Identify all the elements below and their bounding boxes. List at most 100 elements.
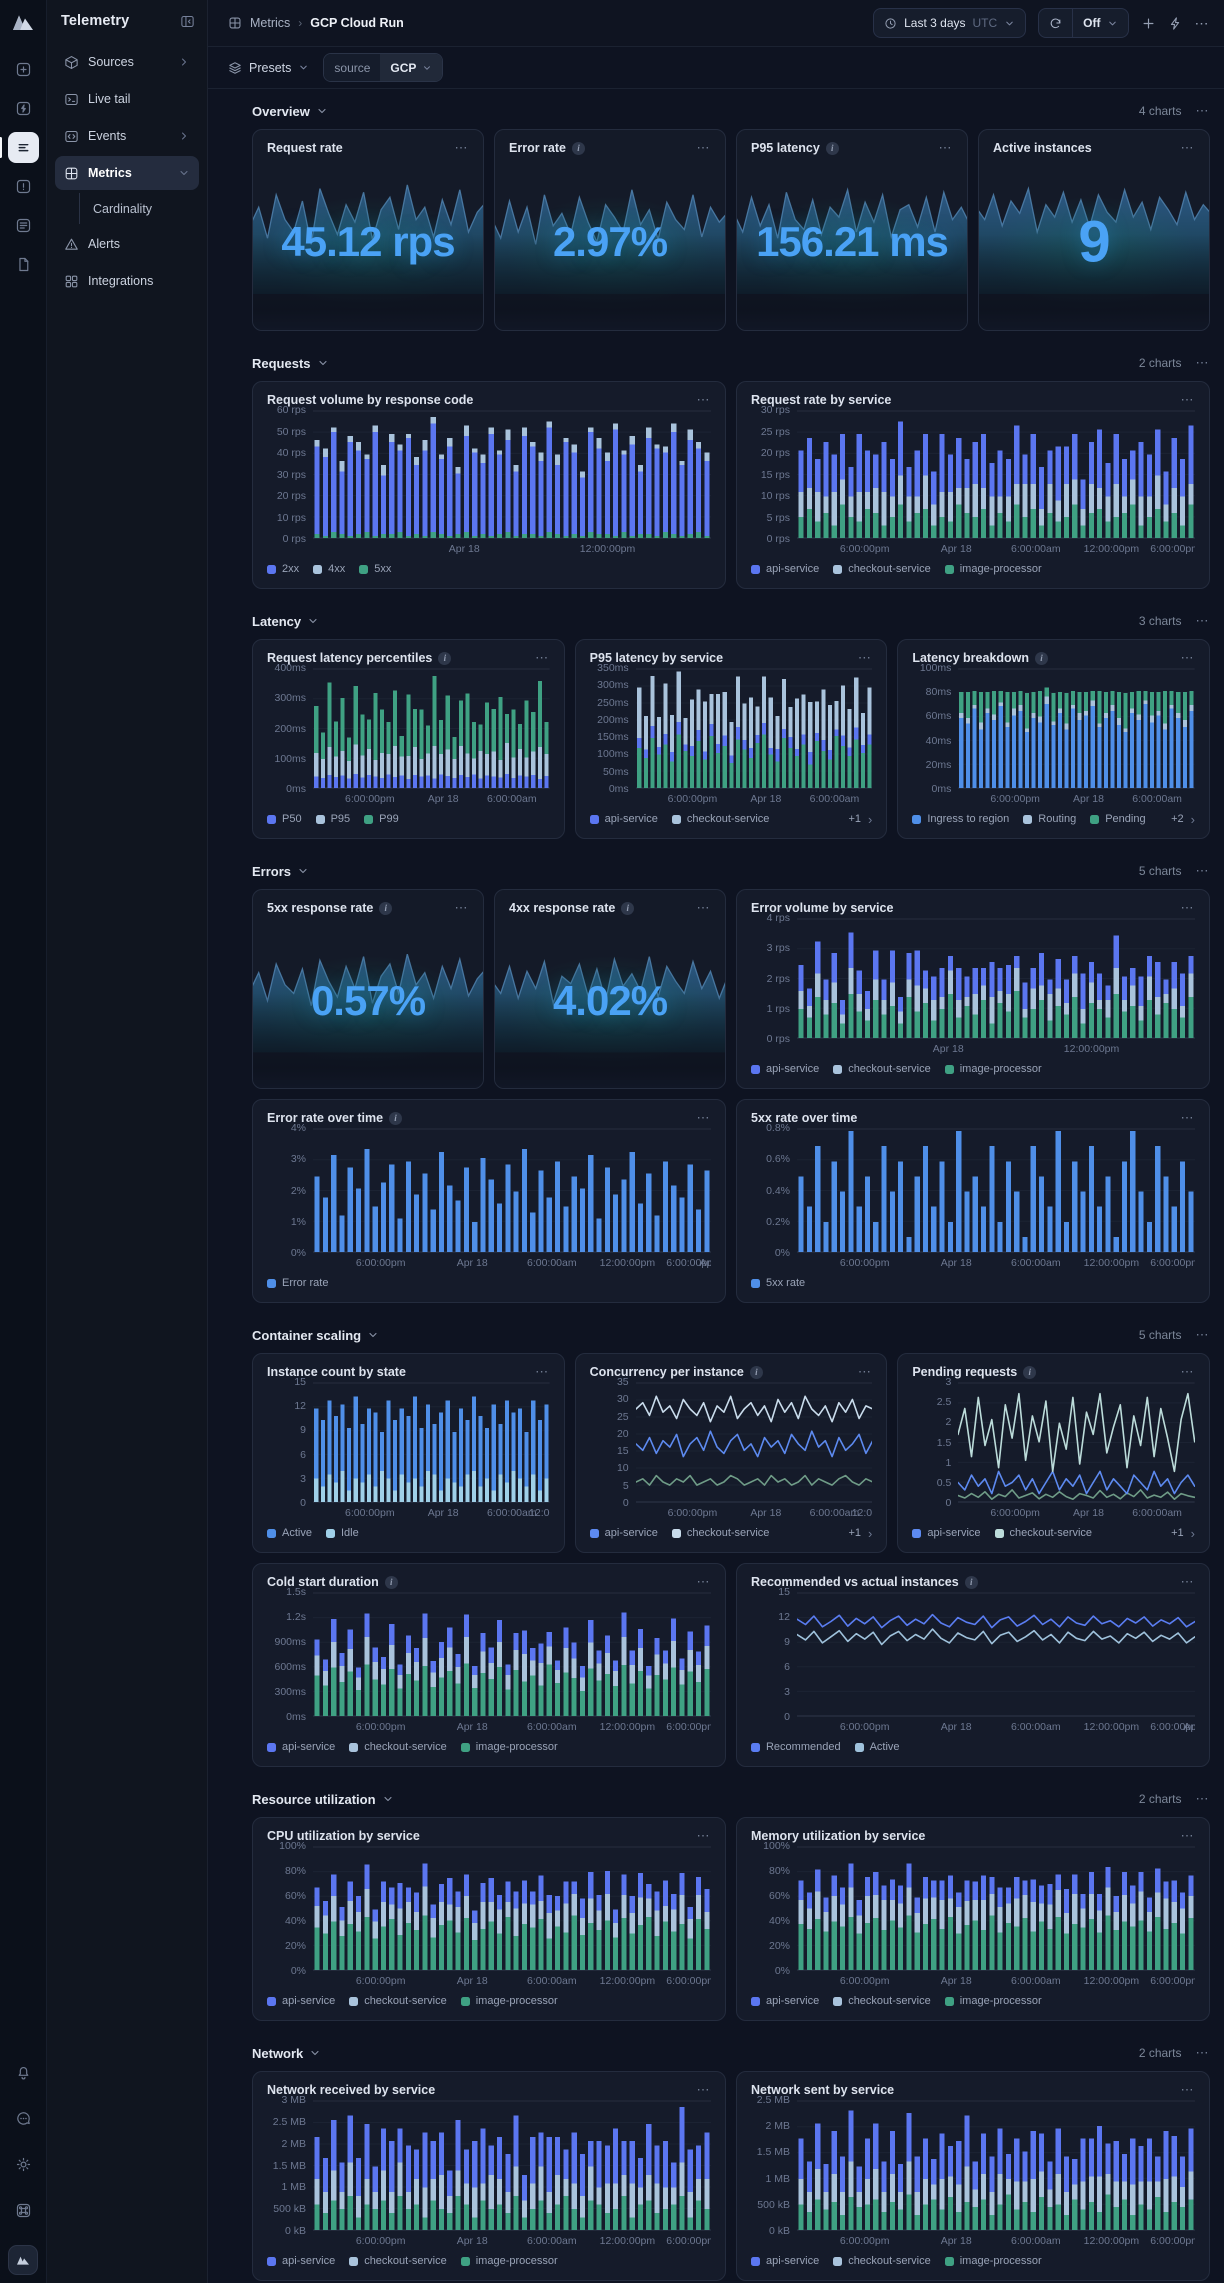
- section-menu-button[interactable]: ⋯: [1195, 103, 1210, 118]
- section-title-errors[interactable]: Errors: [252, 864, 309, 879]
- presets-dropdown[interactable]: Presets: [228, 61, 309, 75]
- legend-item[interactable]: checkout-service: [994, 1527, 1092, 1539]
- chart-menu-button[interactable]: ⋯: [1180, 392, 1195, 407]
- legend-item[interactable]: checkout-service: [349, 1995, 447, 2007]
- add-chart-button[interactable]: [1141, 16, 1156, 31]
- chart-menu-button[interactable]: ⋯: [696, 1110, 711, 1125]
- legend-item[interactable]: api-service: [751, 1063, 819, 1075]
- theme-sun-icon[interactable]: [8, 2149, 39, 2180]
- feedback-chat-icon[interactable]: [8, 2103, 39, 2134]
- chart-menu-button[interactable]: ⋯: [535, 1364, 550, 1379]
- legend-scroll-icon[interactable]: ›: [1190, 811, 1195, 827]
- legend-item[interactable]: 4xx: [313, 563, 345, 575]
- section-title-overview[interactable]: Overview: [252, 104, 328, 119]
- legend-item[interactable]: image-processor: [460, 1741, 558, 1753]
- section-menu-button[interactable]: ⋯: [1195, 613, 1210, 628]
- legend-item[interactable]: image-processor: [944, 563, 1042, 575]
- rail-item-docs-icon[interactable]: [8, 249, 39, 280]
- legend-item[interactable]: Idle: [325, 1527, 359, 1539]
- chart-menu-button[interactable]: ⋯: [1180, 140, 1195, 155]
- chart-menu-button[interactable]: ⋯: [1180, 2082, 1195, 2097]
- legend-item[interactable]: api-service: [912, 1527, 981, 1539]
- chart-menu-button[interactable]: ⋯: [1180, 1110, 1195, 1125]
- chart-menu-button[interactable]: ⋯: [696, 2082, 711, 2097]
- more-menu-icon[interactable]: ⋯: [1194, 14, 1210, 31]
- legend-item[interactable]: api-service: [751, 1995, 819, 2007]
- legend-item[interactable]: P50: [267, 813, 302, 825]
- legend-overflow-count[interactable]: +1: [848, 813, 861, 825]
- rail-item-stream-icon[interactable]: [0, 132, 39, 163]
- section-title-scaling[interactable]: Container scaling: [252, 1328, 379, 1343]
- section-menu-button[interactable]: ⋯: [1195, 1791, 1210, 1806]
- legend-item[interactable]: 5xx rate: [751, 1277, 805, 1289]
- legend-scroll-icon[interactable]: ›: [1190, 1525, 1195, 1541]
- legend-item[interactable]: Recommended: [750, 1741, 841, 1753]
- legend-item[interactable]: 2xx: [267, 563, 299, 575]
- sidebar-item-sources[interactable]: Sources: [55, 45, 199, 79]
- legend-item[interactable]: Routing: [1023, 813, 1076, 825]
- chart-menu-button[interactable]: ⋯: [696, 1828, 711, 1843]
- logo-icon[interactable]: [11, 10, 35, 34]
- chart-menu-button[interactable]: ⋯: [696, 392, 711, 407]
- legend-item[interactable]: api-service: [589, 1527, 658, 1539]
- chart-menu-button[interactable]: ⋯: [696, 140, 711, 155]
- legend-item[interactable]: api-service: [267, 1741, 335, 1753]
- chart-menu-button[interactable]: ⋯: [857, 1364, 873, 1379]
- rail-item-monitors-icon[interactable]: [8, 171, 39, 202]
- legend-item[interactable]: checkout-service: [833, 2255, 931, 2267]
- legend-item[interactable]: api-service: [267, 2255, 335, 2267]
- legend-item[interactable]: api-service: [751, 563, 819, 575]
- section-menu-button[interactable]: ⋯: [1195, 355, 1210, 370]
- rail-item-new-icon[interactable]: [8, 54, 39, 85]
- section-title-requests[interactable]: Requests: [252, 356, 329, 371]
- chart-menu-button[interactable]: ⋯: [1180, 900, 1195, 915]
- legend-item[interactable]: Error rate: [267, 1277, 328, 1289]
- sidebar-item-integrations[interactable]: Integrations: [55, 264, 199, 298]
- shortcuts-command-icon[interactable]: [8, 2195, 39, 2226]
- legend-item[interactable]: Active: [854, 1741, 900, 1753]
- section-menu-button[interactable]: ⋯: [1195, 1327, 1210, 1342]
- sidebar-item-metrics[interactable]: Metrics: [55, 156, 199, 190]
- time-range-picker[interactable]: Last 3 days UTC: [873, 8, 1027, 38]
- legend-item[interactable]: checkout-service: [833, 1063, 931, 1075]
- chart-menu-button[interactable]: ⋯: [1180, 1574, 1195, 1589]
- refresh-icon[interactable]: [1039, 9, 1074, 37]
- legend-item[interactable]: api-service: [751, 2255, 819, 2267]
- legend-item[interactable]: image-processor: [944, 2255, 1042, 2267]
- rail-item-flash-icon[interactable]: [8, 93, 39, 124]
- sidebar-item-cardinality[interactable]: Cardinality: [79, 193, 199, 224]
- chart-menu-button[interactable]: ⋯: [454, 140, 469, 155]
- section-title-latency[interactable]: Latency: [252, 614, 319, 629]
- sidebar-item-events[interactable]: Events: [55, 119, 199, 153]
- legend-item[interactable]: api-service: [589, 813, 658, 825]
- legend-item[interactable]: checkout-service: [833, 563, 931, 575]
- legend-item[interactable]: checkout-service: [671, 1527, 769, 1539]
- rail-item-logs-icon[interactable]: [8, 210, 39, 241]
- legend-item[interactable]: api-service: [267, 1995, 335, 2007]
- legend-scroll-icon[interactable]: ›: [867, 1525, 873, 1541]
- chart-menu-button[interactable]: ⋯: [1180, 650, 1195, 665]
- legend-item[interactable]: checkout-service: [349, 1741, 447, 1753]
- chart-menu-button[interactable]: ⋯: [857, 650, 873, 665]
- section-title-resource[interactable]: Resource utilization: [252, 1792, 394, 1807]
- legend-item[interactable]: 5xx: [359, 563, 391, 575]
- legend-item[interactable]: checkout-service: [349, 2255, 447, 2267]
- zap-icon[interactable]: [1168, 16, 1183, 31]
- section-menu-button[interactable]: ⋯: [1195, 2045, 1210, 2060]
- chart-menu-button[interactable]: ⋯: [696, 1574, 711, 1589]
- chart-menu-button[interactable]: ⋯: [696, 900, 711, 915]
- legend-overflow-count[interactable]: +1: [1171, 1527, 1184, 1539]
- legend-scroll-icon[interactable]: ›: [867, 811, 873, 827]
- section-title-network[interactable]: Network: [252, 2046, 321, 2061]
- legend-item[interactable]: checkout-service: [671, 813, 769, 825]
- chart-menu-button[interactable]: ⋯: [1180, 1364, 1195, 1379]
- legend-overflow-count[interactable]: +2: [1171, 813, 1184, 825]
- legend-item[interactable]: Pending: [1090, 813, 1146, 825]
- sidebar-item-live-tail[interactable]: Live tail: [55, 82, 199, 116]
- legend-item[interactable]: P99: [364, 813, 399, 825]
- filter-chip-source[interactable]: source GCP: [323, 53, 444, 82]
- workspace-avatar[interactable]: [8, 2245, 38, 2275]
- legend-item[interactable]: P95: [315, 813, 350, 825]
- sidebar-item-alerts[interactable]: Alerts: [55, 227, 199, 261]
- chart-menu-button[interactable]: ⋯: [454, 900, 469, 915]
